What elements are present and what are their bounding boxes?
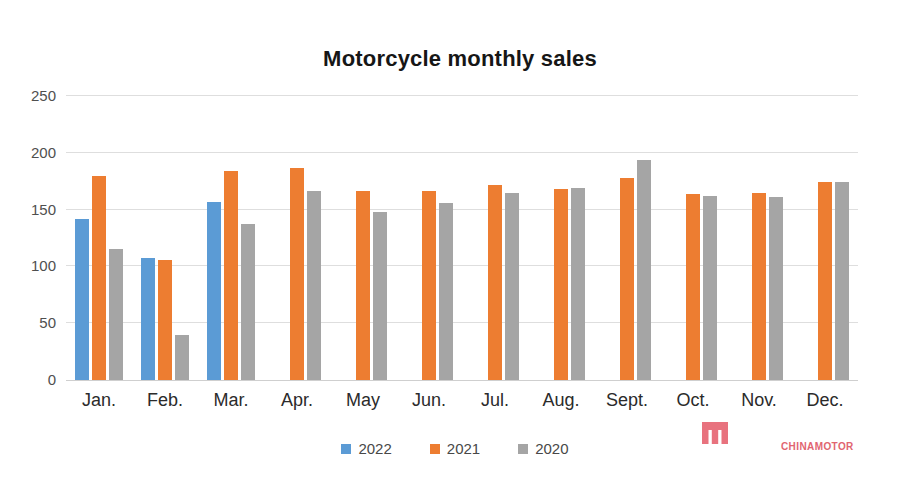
x-axis: Jan.Feb.Mar.Apr.MayJun.Jul.Aug.Sept.Oct.… <box>66 390 858 411</box>
chart-title: Motorcycle monthly sales <box>0 46 900 72</box>
bar-2021-mar <box>224 171 238 380</box>
bar-2021-dec <box>818 182 832 380</box>
bar-2022-feb <box>141 258 155 380</box>
bar-2020-jun <box>439 203 453 380</box>
bar-group-dec <box>792 96 858 380</box>
y-axis-tick-label: 50 <box>12 314 56 332</box>
legend-swatch-icon <box>518 444 528 454</box>
bar-2021-feb <box>158 260 172 380</box>
y-axis-tick-label: 150 <box>12 201 56 219</box>
bar-2020-feb <box>175 335 189 380</box>
bar-group-feb <box>132 96 198 380</box>
bar-group-apr <box>264 96 330 380</box>
y-axis-tick-label: 0 <box>12 371 56 389</box>
bar-2020-may <box>373 212 387 380</box>
bar-2020-dec <box>835 182 849 380</box>
x-axis-label: Nov. <box>726 390 792 411</box>
x-axis-label: Feb. <box>132 390 198 411</box>
x-axis-label: Sept. <box>594 390 660 411</box>
bar-2020-apr <box>307 191 321 380</box>
bar-2021-jun <box>422 191 436 380</box>
bar-group-jun <box>396 96 462 380</box>
bar-2021-oct <box>686 194 700 380</box>
bar-group-aug <box>528 96 594 380</box>
legend-item-2022: 2022 <box>341 440 391 457</box>
legend-item-2020: 2020 <box>518 440 568 457</box>
bar-group-oct <box>660 96 726 380</box>
bar-2021-aug <box>554 189 568 380</box>
x-axis-label: May <box>330 390 396 411</box>
bar-2022-mar <box>207 202 221 380</box>
bar-2021-jan <box>92 176 106 380</box>
x-axis-label: Apr. <box>264 390 330 411</box>
bar-group-may <box>330 96 396 380</box>
chinamotor-wordmark: CHINAMOTOR <box>781 439 854 452</box>
legend-label: 2020 <box>535 440 568 457</box>
y-axis-tick-label: 200 <box>12 144 56 162</box>
bar-2020-nov <box>769 197 783 380</box>
bars-row <box>66 96 858 380</box>
y-axis-tick-label: 100 <box>12 257 56 275</box>
plot-area <box>66 96 858 381</box>
bar-group-jan <box>66 96 132 380</box>
x-axis-label: Mar. <box>198 390 264 411</box>
chart-image: Motorcycle monthly sales 0 50 100 150 200 250… <box>0 0 900 494</box>
bar-2022-jan <box>75 219 89 380</box>
bar-2021-sept <box>620 178 634 380</box>
bar-2021-jul <box>488 185 502 380</box>
legend: 2022 2021 2020 <box>0 440 900 457</box>
bar-2020-mar <box>241 224 255 380</box>
x-axis-label: Jun. <box>396 390 462 411</box>
bar-group-nov <box>726 96 792 380</box>
legend-item-2021: 2021 <box>430 440 480 457</box>
bar-2020-oct <box>703 196 717 380</box>
x-axis-label: Oct. <box>660 390 726 411</box>
x-axis-label: Aug. <box>528 390 594 411</box>
bar-2020-aug <box>571 188 585 380</box>
y-axis-tick-label: 250 <box>12 87 56 105</box>
bar-2021-nov <box>752 193 766 380</box>
bar-2021-apr <box>290 168 304 380</box>
bar-group-jul <box>462 96 528 380</box>
x-axis-label: Dec. <box>792 390 858 411</box>
x-axis-label: Jul. <box>462 390 528 411</box>
legend-label: 2021 <box>447 440 480 457</box>
bar-2020-jan <box>109 249 123 380</box>
legend-swatch-icon <box>341 444 351 454</box>
bar-2020-sept <box>637 160 651 380</box>
x-axis-label: Jan. <box>66 390 132 411</box>
legend-swatch-icon <box>430 444 440 454</box>
bar-2020-jul <box>505 193 519 380</box>
bar-group-sept <box>594 96 660 380</box>
bar-group-mar <box>198 96 264 380</box>
chinamotor-m-logo-icon <box>702 422 728 444</box>
bar-2021-may <box>356 191 370 380</box>
legend-label: 2022 <box>358 440 391 457</box>
